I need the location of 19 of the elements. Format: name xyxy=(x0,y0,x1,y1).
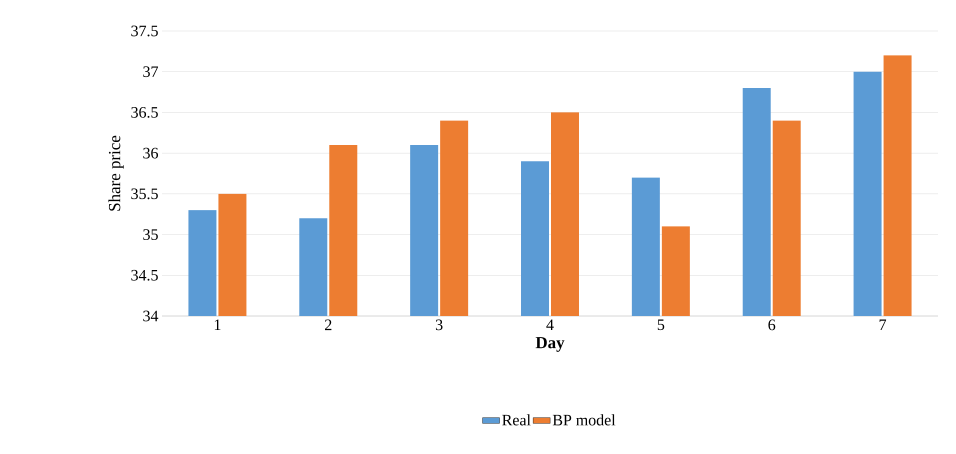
legend-label: BP model xyxy=(552,414,616,426)
y-tick-label: 36 xyxy=(143,148,158,158)
y-tick-label: 34.5 xyxy=(131,270,158,281)
x-axis-title: Day xyxy=(536,337,564,352)
y-tick-label: 37.5 xyxy=(131,26,158,36)
y-tick-label: 35.5 xyxy=(131,188,158,200)
x-tick-label: 7 xyxy=(880,320,886,330)
x-tick-label: 5 xyxy=(658,320,664,330)
legend-label: Real xyxy=(502,414,531,426)
x-tick-label: 2 xyxy=(325,320,332,330)
y-axis-title: Share price xyxy=(108,136,124,211)
y-tick-label: 35 xyxy=(143,229,158,240)
x-tick-label: 3 xyxy=(436,320,442,330)
y-tick-label: 37 xyxy=(143,66,158,78)
x-tick-label: 6 xyxy=(768,320,776,330)
y-tick-label: 36.5 xyxy=(131,107,158,118)
x-tick-label: 4 xyxy=(546,320,554,330)
x-tick-label: 1 xyxy=(214,320,220,330)
y-tick-label: 34 xyxy=(143,310,158,322)
